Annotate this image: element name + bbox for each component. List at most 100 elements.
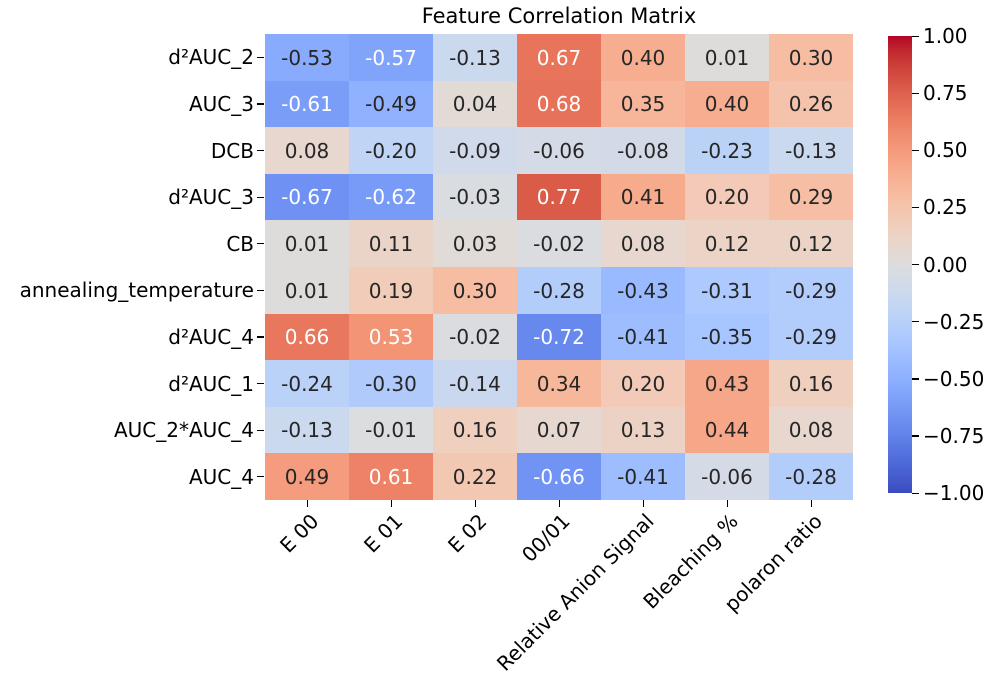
heatmap-cell: 0.30 xyxy=(433,267,517,315)
y-tick-label: d²AUC_1 xyxy=(168,371,254,396)
colorbar-tick-label: −0.50 xyxy=(923,366,985,391)
heatmap-cell: -0.43 xyxy=(601,267,685,315)
colorbar-tick-mark xyxy=(912,206,919,209)
heatmap-cell: -0.06 xyxy=(685,453,769,501)
x-tick-mark xyxy=(306,500,308,507)
heatmap-cell: -0.28 xyxy=(769,453,853,501)
colorbar-tick-mark xyxy=(912,149,919,152)
x-tick-mark xyxy=(726,500,728,507)
heatmap-cell: 0.11 xyxy=(349,220,433,268)
colorbar-tick-mark xyxy=(912,435,919,437)
heatmap-cell: -0.57 xyxy=(349,34,433,82)
heatmap-cell: -0.01 xyxy=(349,406,433,454)
heatmap-cell: 0.08 xyxy=(265,127,349,175)
heatmap-cell: -0.06 xyxy=(517,127,601,175)
heatmap-cell: 0.19 xyxy=(349,267,433,315)
heatmap-cell: -0.13 xyxy=(265,406,349,454)
heatmap-cell: 0.13 xyxy=(601,406,685,454)
y-tick-label: DCB xyxy=(210,138,254,163)
y-tick-mark xyxy=(257,289,264,292)
heatmap-cell: -0.61 xyxy=(265,80,349,128)
heatmap-cell: 0.16 xyxy=(433,406,517,454)
x-tick-label: Relative Anion Signal xyxy=(492,509,659,676)
y-tick-mark xyxy=(257,429,264,431)
heatmap-cell: -0.49 xyxy=(349,80,433,128)
heatmap-cell: -0.09 xyxy=(433,127,517,175)
y-tick-label: d²AUC_4 xyxy=(168,324,254,349)
heatmap-cell: 0.34 xyxy=(517,360,601,408)
heatmap-cell: -0.41 xyxy=(601,453,685,501)
heatmap-cell: -0.13 xyxy=(433,34,517,82)
heatmap-cell: 0.12 xyxy=(769,220,853,268)
x-tick-label: E 00 xyxy=(274,509,323,558)
colorbar-tick-label: 0.75 xyxy=(923,81,968,106)
heatmap-cell: -0.02 xyxy=(433,313,517,361)
x-tick-mark xyxy=(810,500,812,507)
heatmap-cell: -0.29 xyxy=(769,267,853,315)
colorbar-tick-mark xyxy=(912,492,919,494)
y-tick-mark xyxy=(257,383,264,385)
heatmap-cell: -0.20 xyxy=(349,127,433,175)
heatmap-cell: 0.20 xyxy=(685,173,769,221)
heatmap-cell: -0.23 xyxy=(685,127,769,175)
heatmap-cell: 0.68 xyxy=(517,80,601,128)
heatmap-cell: -0.35 xyxy=(685,313,769,361)
heatmap-cell: -0.30 xyxy=(349,360,433,408)
colorbar-tick-mark xyxy=(912,35,919,37)
y-tick-label: AUC_3 xyxy=(188,91,254,116)
y-tick-mark xyxy=(257,196,264,198)
y-tick-mark xyxy=(257,336,264,338)
heatmap-cell: -0.53 xyxy=(265,34,349,82)
y-tick-label: AUC_2*AUC_4 xyxy=(113,418,254,443)
x-tick-mark xyxy=(642,500,644,507)
heatmap-cell: 0.01 xyxy=(265,267,349,315)
heatmap-cell: 0.35 xyxy=(601,80,685,128)
heatmap-cell: -0.62 xyxy=(349,173,433,221)
colorbar-tick-label: −0.25 xyxy=(923,309,985,334)
heatmap-cell: 0.40 xyxy=(685,80,769,128)
heatmap-cell: 0.01 xyxy=(265,220,349,268)
y-tick-label: d²AUC_3 xyxy=(168,185,254,210)
heatmap-cell: 0.22 xyxy=(433,453,517,501)
heatmap-cell: 0.43 xyxy=(685,360,769,408)
heatmap-cell: -0.31 xyxy=(685,267,769,315)
colorbar-tick-mark xyxy=(912,264,919,266)
heatmap-cell: 0.67 xyxy=(517,34,601,82)
heatmap-cell: 0.66 xyxy=(265,313,349,361)
y-tick-mark xyxy=(257,56,264,59)
colorbar-tick-mark xyxy=(912,378,919,380)
y-tick-label: AUC_4 xyxy=(188,464,254,489)
heatmap-cell: -0.24 xyxy=(265,360,349,408)
heatmap-cell: -0.41 xyxy=(601,313,685,361)
heatmap-cell: -0.72 xyxy=(517,313,601,361)
y-tick-mark xyxy=(257,103,264,105)
x-tick-label: E 01 xyxy=(358,509,407,558)
heatmap-cell: 0.41 xyxy=(601,173,685,221)
heatmap-cell: 0.53 xyxy=(349,313,433,361)
colorbar-gradient xyxy=(888,36,912,493)
x-tick-mark xyxy=(474,500,476,507)
x-tick-label: E 02 xyxy=(442,509,491,558)
heatmap-cell: -0.66 xyxy=(517,453,601,501)
heatmap-cell: 0.30 xyxy=(769,34,853,82)
x-tick-mark xyxy=(558,500,560,507)
heatmap-cell: -0.08 xyxy=(601,127,685,175)
colorbar-tick-mark xyxy=(912,92,919,94)
heatmap-cell: 0.16 xyxy=(769,360,853,408)
heatmap-cell: -0.03 xyxy=(433,173,517,221)
colorbar-tick-mark xyxy=(912,321,919,323)
y-tick-mark xyxy=(257,150,264,152)
y-tick-label: d²AUC_2 xyxy=(168,45,254,70)
colorbar-tick-label: −0.75 xyxy=(923,423,985,448)
heatmap-cell: 0.12 xyxy=(685,220,769,268)
y-tick-label: CB xyxy=(226,231,254,256)
heatmap-cell: 0.29 xyxy=(769,173,853,221)
heatmap-cell: 0.44 xyxy=(685,406,769,454)
heatmap-cell: 0.77 xyxy=(517,173,601,221)
y-tick-mark xyxy=(257,476,264,478)
colorbar-tick-label: 0.25 xyxy=(923,195,968,220)
heatmap-cell: -0.29 xyxy=(769,313,853,361)
heatmap-cell: 0.03 xyxy=(433,220,517,268)
heatmap-cell: 0.40 xyxy=(601,34,685,82)
